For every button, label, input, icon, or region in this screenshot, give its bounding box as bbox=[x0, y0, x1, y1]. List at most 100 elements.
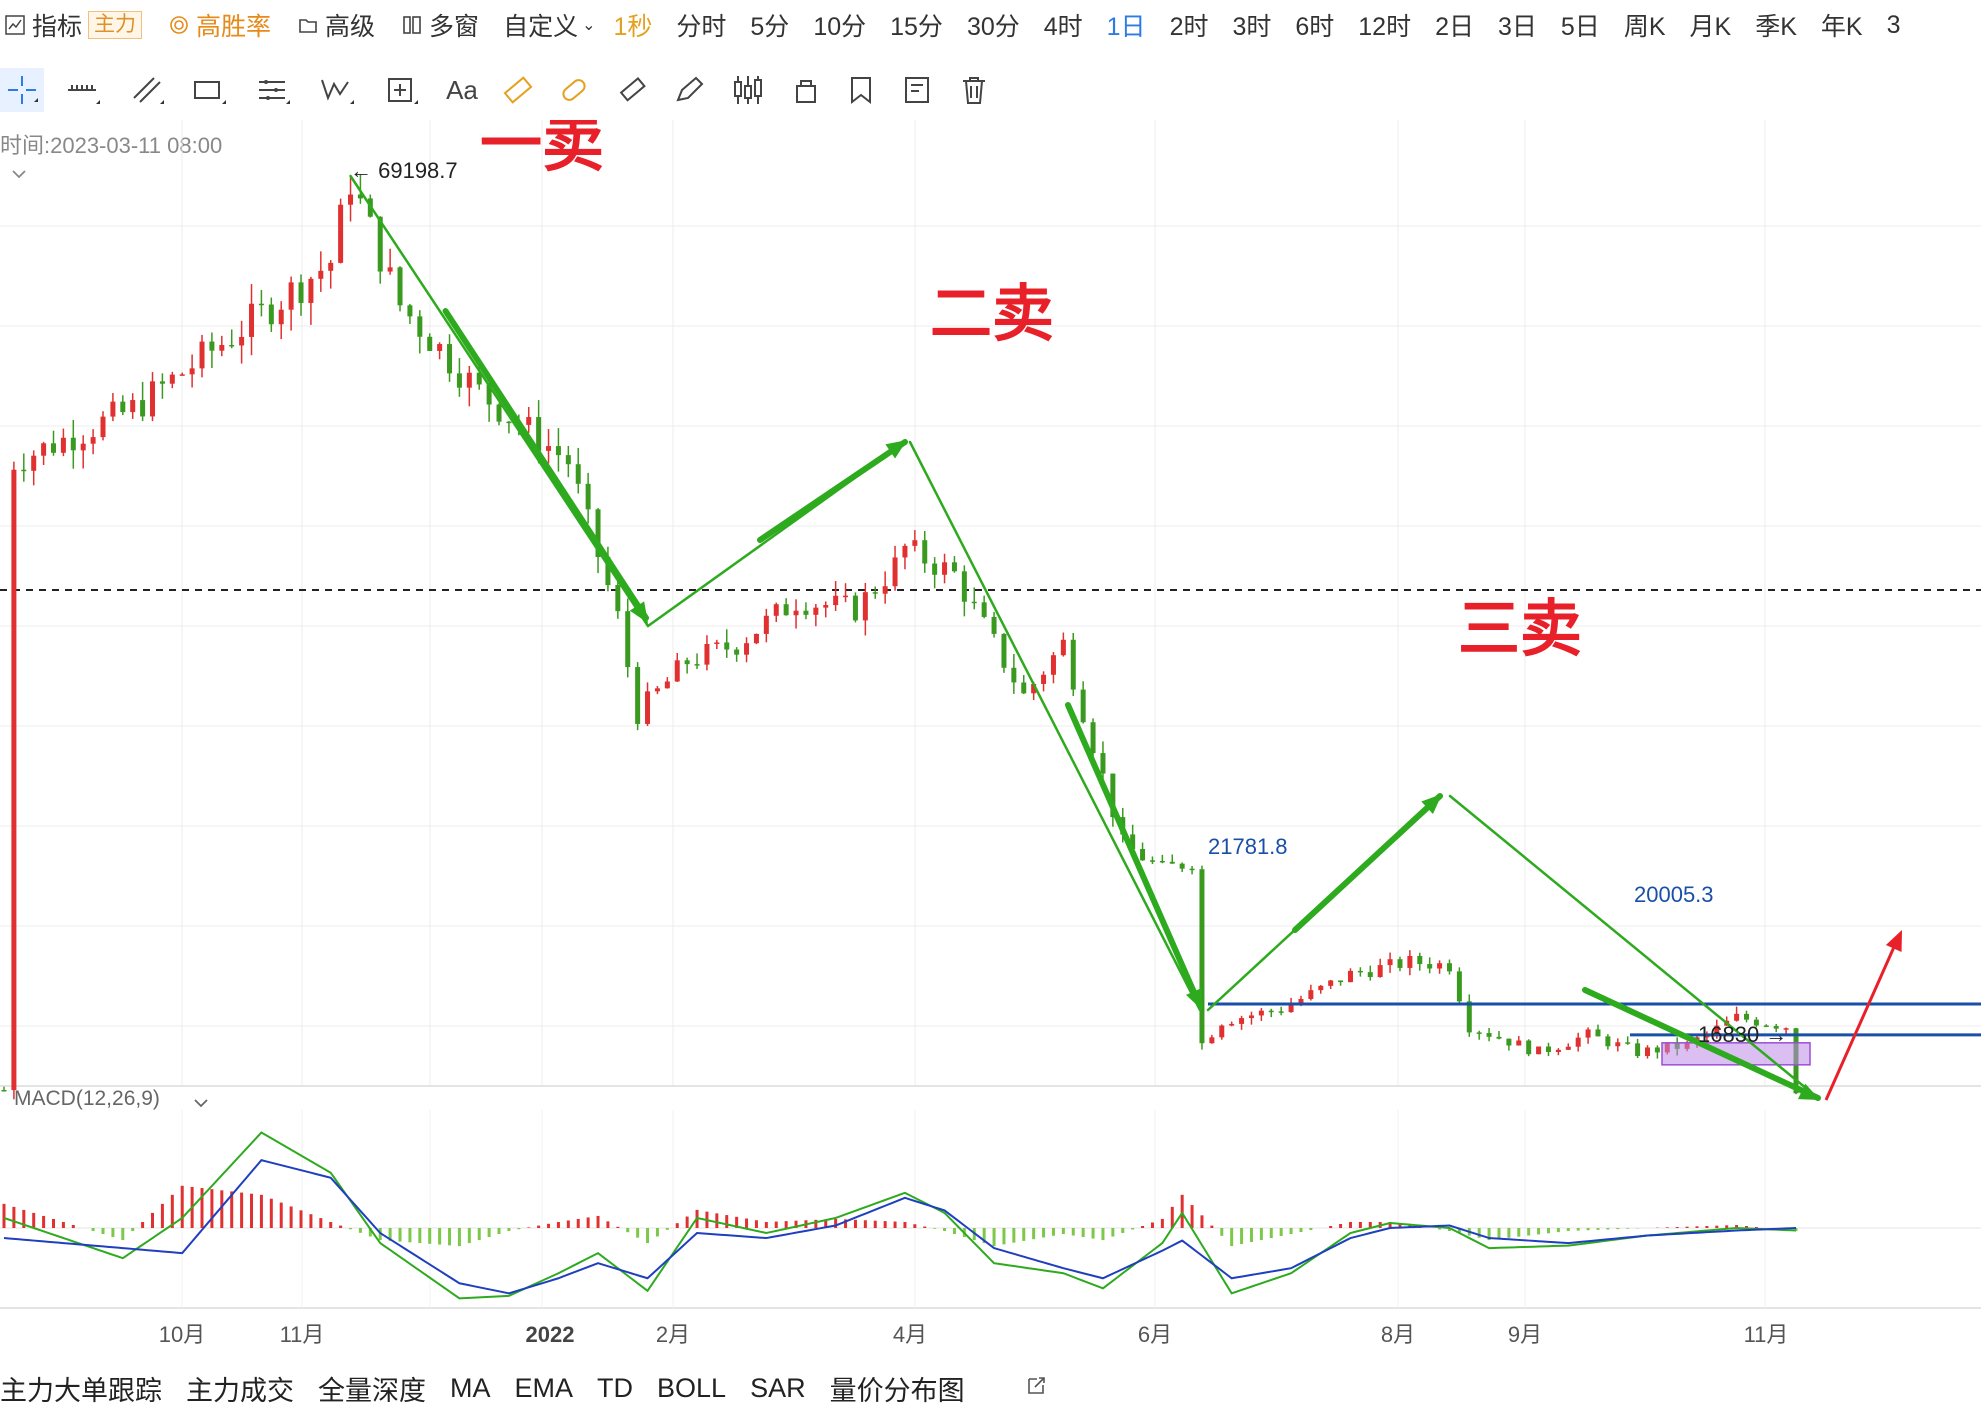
chevron-down-icon[interactable] bbox=[10, 165, 28, 183]
candle-body bbox=[1159, 860, 1165, 863]
candle-body bbox=[357, 194, 363, 199]
layout-icon bbox=[401, 14, 423, 36]
period-tab[interactable]: 年K bbox=[1820, 13, 1863, 41]
candle-body bbox=[31, 455, 37, 471]
candle-body bbox=[1328, 980, 1334, 986]
custom-dropdown[interactable]: 自定义 ⌄ bbox=[503, 7, 595, 43]
candle-body bbox=[308, 278, 314, 303]
chevron-down-icon bbox=[194, 1099, 208, 1108]
delete-tool[interactable] bbox=[952, 68, 996, 112]
period-tab[interactable]: 30分 bbox=[966, 13, 1020, 41]
wave-tool[interactable] bbox=[314, 68, 358, 112]
candle-body bbox=[1347, 970, 1353, 983]
period-tab[interactable]: 周K bbox=[1623, 13, 1666, 41]
candle-body bbox=[823, 605, 829, 608]
candle-body bbox=[1456, 971, 1462, 1002]
ruler-line-icon bbox=[68, 85, 100, 104]
candle-body bbox=[872, 592, 878, 594]
period-tab[interactable]: 5分 bbox=[750, 13, 790, 41]
candle-tool[interactable] bbox=[726, 68, 770, 112]
text-tool[interactable]: Aa bbox=[440, 68, 484, 112]
winrate-button[interactable]: 高胜率 bbox=[168, 7, 271, 43]
candle-body bbox=[1654, 1047, 1660, 1053]
candle-body bbox=[1130, 834, 1136, 849]
candle-body bbox=[546, 446, 552, 451]
period-tab[interactable]: 2日 bbox=[1435, 13, 1474, 41]
indicator-menu[interactable]: 指标 主力 bbox=[4, 7, 143, 43]
candle-body bbox=[1427, 964, 1433, 969]
candle-body bbox=[328, 262, 334, 271]
bottom-tab[interactable]: EMA bbox=[514, 1372, 574, 1403]
advanced-button[interactable]: 高级 bbox=[297, 7, 375, 43]
candle-body bbox=[1179, 863, 1185, 869]
crosshair-tool[interactable] bbox=[0, 68, 44, 112]
chevron-down-icon: ⌄ bbox=[582, 17, 596, 34]
trendline-tool[interactable] bbox=[124, 68, 168, 112]
period-tab[interactable]: 月K bbox=[1689, 13, 1732, 41]
pen-tool[interactable] bbox=[610, 68, 654, 112]
magnet-tool[interactable] bbox=[496, 68, 540, 112]
parallel-lines-icon bbox=[133, 77, 164, 104]
candle-body bbox=[90, 437, 96, 444]
hline-tool[interactable] bbox=[60, 68, 104, 112]
bottom-tab[interactable]: TD bbox=[597, 1372, 634, 1403]
lock-icon bbox=[796, 80, 816, 103]
candle-body bbox=[1318, 985, 1324, 991]
candle-body bbox=[318, 270, 324, 279]
period-tab[interactable]: 12时 bbox=[1358, 13, 1412, 41]
external-link-icon[interactable] bbox=[1025, 1373, 1047, 1404]
edit-tool[interactable] bbox=[896, 68, 940, 112]
sell-label-3: 三卖 bbox=[1458, 595, 1582, 664]
lock-tool[interactable] bbox=[784, 68, 828, 112]
edit-doc-icon bbox=[905, 77, 929, 103]
candle-body bbox=[51, 443, 57, 453]
measure-tool[interactable] bbox=[378, 68, 422, 112]
bottom-tab[interactable]: SAR bbox=[750, 1372, 806, 1403]
box-plus-icon bbox=[388, 78, 418, 104]
candle-body bbox=[1635, 1043, 1641, 1057]
period-tab[interactable]: 3日 bbox=[1498, 13, 1537, 41]
candle-body bbox=[1575, 1037, 1581, 1047]
candle-body bbox=[575, 464, 581, 484]
period-tab[interactable]: 3时 bbox=[1232, 13, 1272, 41]
period-tab[interactable]: 1日 bbox=[1106, 13, 1146, 41]
bottom-tab[interactable]: 量价分布图 bbox=[829, 1375, 965, 1406]
candle-body bbox=[714, 642, 720, 644]
stay-draw-tool[interactable] bbox=[552, 68, 596, 112]
macd-dif-line bbox=[3, 1131, 1797, 1300]
candle-body bbox=[951, 562, 957, 572]
bottom-tab[interactable]: 主力成交 bbox=[186, 1375, 294, 1406]
candle-body bbox=[41, 443, 47, 456]
period-tab[interactable]: 4时 bbox=[1043, 13, 1083, 41]
period-tab[interactable]: 3 bbox=[1886, 10, 1901, 39]
fib-tool[interactable] bbox=[250, 68, 294, 112]
bottom-tab[interactable]: 主力大单跟踪 bbox=[0, 1375, 162, 1406]
bandage-icon bbox=[562, 79, 586, 101]
period-tab[interactable]: 6时 bbox=[1295, 13, 1335, 41]
candle-body bbox=[1189, 868, 1195, 871]
candle-body bbox=[169, 374, 175, 384]
arrow-head bbox=[1798, 1083, 1820, 1100]
period-tab[interactable]: 1秒 bbox=[613, 13, 653, 41]
bookmark-tool[interactable] bbox=[840, 68, 884, 112]
x-tick-label: 9月 bbox=[1508, 1322, 1542, 1347]
bottom-tab[interactable]: BOLL bbox=[657, 1372, 727, 1403]
period-tab[interactable]: 季K bbox=[1755, 13, 1797, 41]
bottom-tab[interactable]: 全量深度 bbox=[318, 1375, 426, 1406]
rectangle-tool[interactable] bbox=[186, 68, 230, 112]
bottom-tab[interactable]: MA bbox=[450, 1372, 491, 1403]
candle-body bbox=[1021, 682, 1027, 694]
period-tab[interactable]: 15分 bbox=[890, 13, 943, 41]
candle-body bbox=[1526, 1040, 1532, 1055]
sell-label-2: 二卖 bbox=[930, 280, 1054, 349]
period-tab[interactable]: 5日 bbox=[1560, 13, 1600, 41]
period-tab[interactable]: 10分 bbox=[813, 13, 867, 41]
period-tab[interactable]: 2时 bbox=[1169, 13, 1209, 41]
multiwindow-button[interactable]: 多窗 bbox=[401, 7, 479, 43]
period-tab[interactable]: 分时 bbox=[676, 13, 727, 41]
candle-body bbox=[1476, 1032, 1482, 1034]
brush-tool[interactable] bbox=[668, 68, 712, 112]
trend-arrow bbox=[442, 308, 649, 621]
candle-body bbox=[1585, 1029, 1591, 1038]
